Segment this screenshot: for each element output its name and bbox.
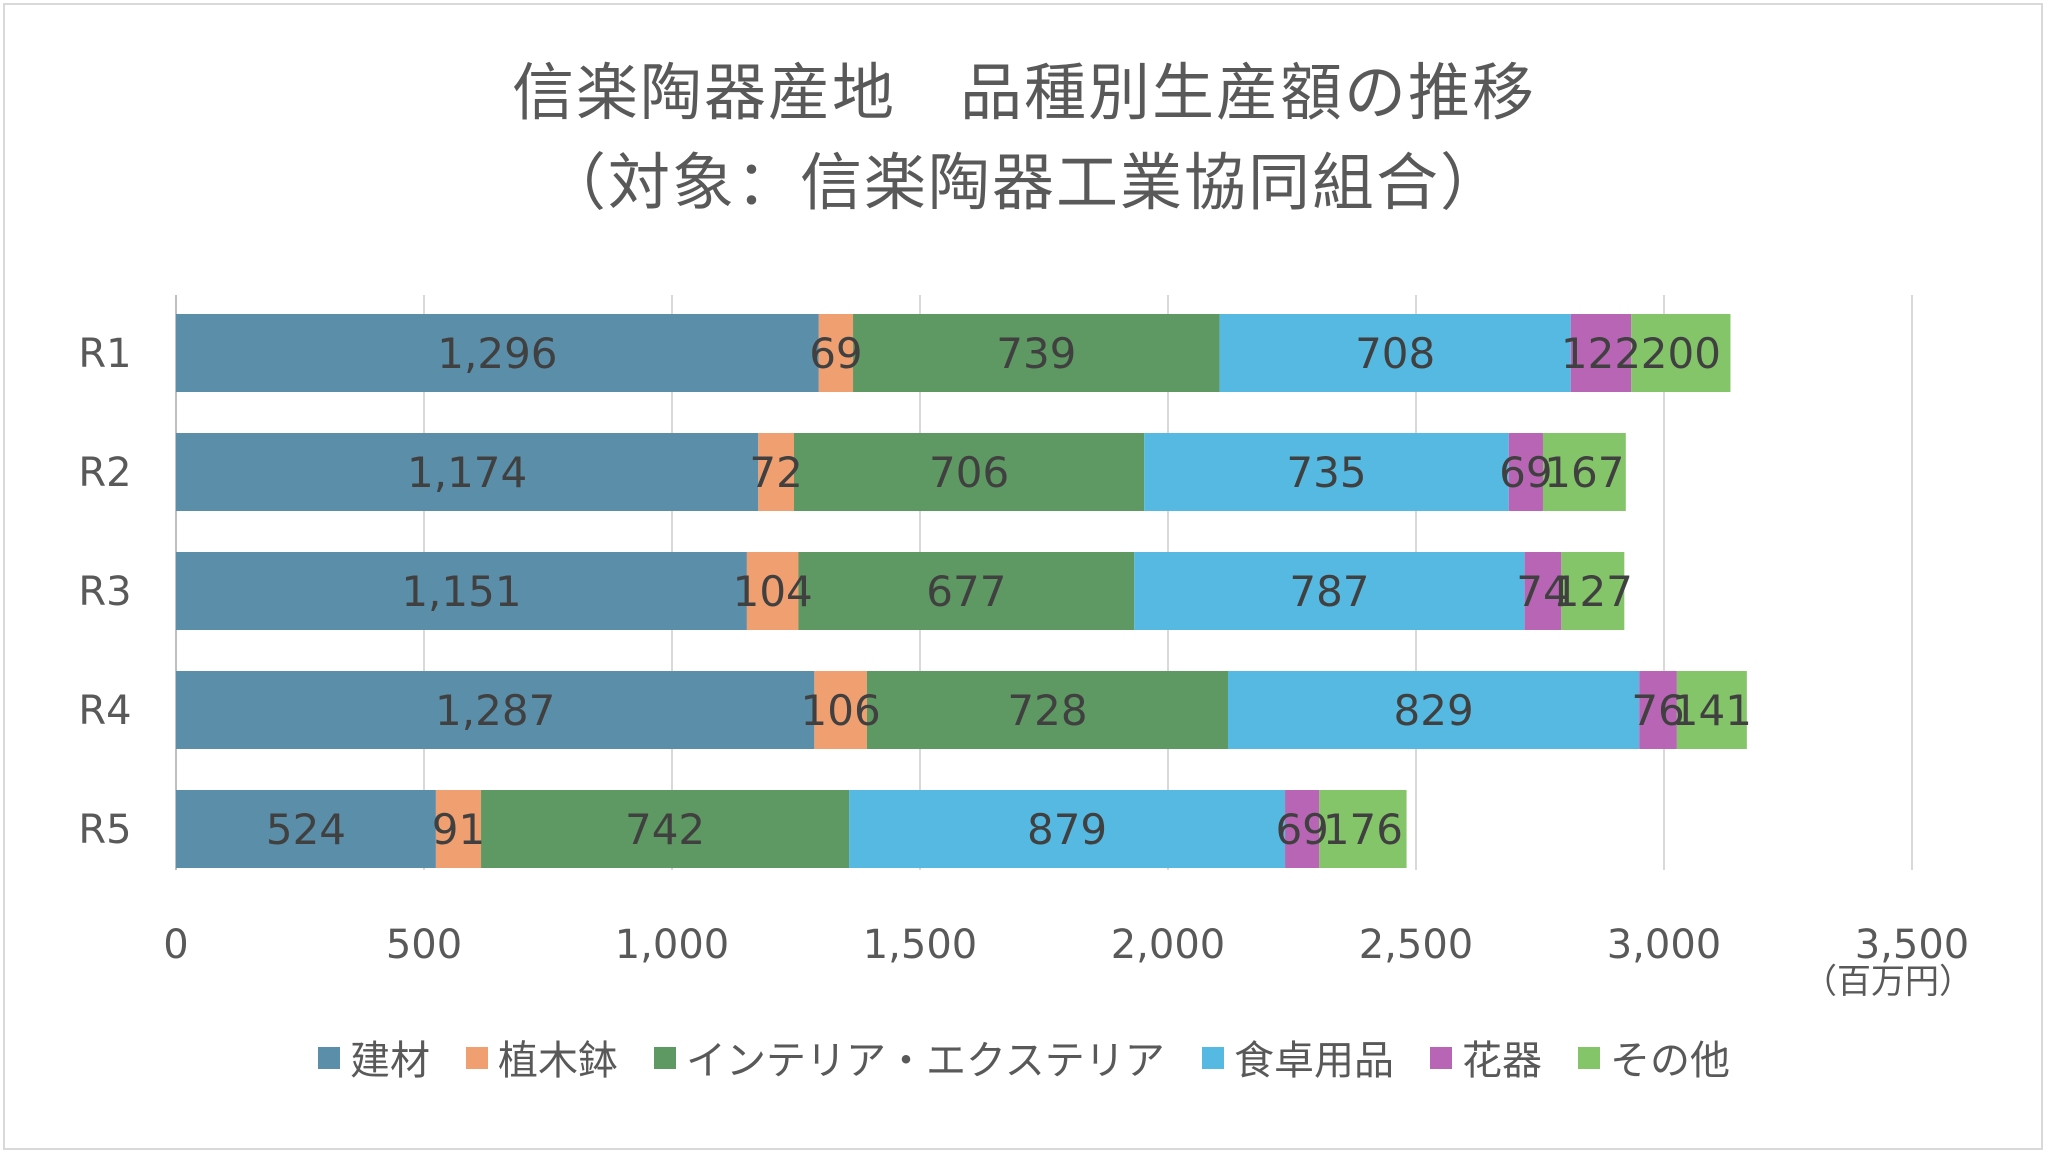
bar-segment	[818, 314, 854, 392]
data-label: 1,174	[407, 448, 527, 497]
data-label: 879	[1027, 805, 1107, 854]
data-label: 127	[1553, 567, 1633, 616]
x-tick-label: 3,500	[1855, 922, 1970, 968]
bar-segment	[1508, 433, 1543, 511]
data-label: 72	[749, 448, 802, 497]
data-label: 677	[926, 567, 1006, 616]
data-label: 74	[1516, 567, 1569, 616]
legend-swatch	[1202, 1047, 1224, 1069]
y-category-label: R1	[78, 331, 131, 377]
bar-segment	[1524, 552, 1562, 630]
data-label: 176	[1323, 805, 1403, 854]
data-label: 787	[1289, 567, 1369, 616]
bar-segment	[798, 552, 1135, 630]
x-tick-label: 2,500	[1359, 922, 1474, 968]
legend-label: インテリア・エクステリア	[686, 1038, 1165, 1084]
data-label: 91	[432, 805, 485, 854]
bar-segment	[1570, 314, 1632, 392]
chart-title: 信楽陶器産地 品種別生産額の推移	[511, 56, 1536, 129]
data-label: 728	[1007, 686, 1087, 735]
chart-subtitle: （対象：信楽陶器工業協同組合）	[543, 146, 1504, 219]
bar-segment	[1639, 671, 1677, 749]
legend-swatch	[466, 1047, 488, 1069]
data-label: 524	[266, 805, 346, 854]
data-label: 69	[1275, 805, 1328, 854]
bar-segment	[746, 552, 799, 630]
legend-swatch	[654, 1047, 676, 1069]
bar-segment	[176, 433, 759, 511]
bar-segment	[1228, 671, 1640, 749]
x-tick-label: 0	[163, 922, 188, 968]
legend-label: その他	[1610, 1038, 1730, 1084]
bar-segment	[814, 671, 867, 749]
legend: 建材 植木鉢 インテリア・エクステリア 食卓用品 花器 その他	[318, 1038, 1730, 1084]
data-label: 200	[1641, 329, 1721, 378]
x-tick-label: 1,500	[863, 922, 978, 968]
bar-segment	[794, 433, 1145, 511]
bar-segment	[435, 790, 482, 868]
bar-segment	[481, 790, 850, 868]
bar-segment	[176, 552, 747, 630]
bar-segment	[176, 790, 436, 868]
y-category-label: R5	[78, 807, 131, 853]
bar-segment	[1631, 314, 1731, 392]
bar-segment	[1561, 552, 1625, 630]
unit-label: （百万円）	[1803, 962, 1973, 1002]
data-label: 104	[733, 567, 813, 616]
bar-segment	[1144, 433, 1509, 511]
data-label: 122	[1561, 329, 1641, 378]
data-label: 742	[625, 805, 705, 854]
legend-label: 建材	[350, 1038, 430, 1084]
y-category-label: R2	[78, 450, 131, 496]
data-label: 76	[1631, 686, 1684, 735]
x-tick-label: 2,000	[1111, 922, 1226, 968]
data-label: 739	[996, 329, 1076, 378]
x-axis-labels: 0 500 1,000 1,500 2,000 2,500 3,000 3,500	[163, 922, 1969, 968]
bar-segment	[1134, 552, 1525, 630]
bar-segment	[758, 433, 795, 511]
legend-label: 植木鉢	[498, 1038, 618, 1084]
data-label: 829	[1394, 686, 1474, 735]
legend-swatch	[1430, 1047, 1452, 1069]
legend-swatch	[318, 1047, 340, 1069]
legend-swatch	[1578, 1047, 1600, 1069]
data-label: 735	[1286, 448, 1366, 497]
data-label: 1,296	[437, 329, 557, 378]
data-label: 1,151	[401, 567, 521, 616]
legend-label: 食卓用品	[1234, 1038, 1394, 1084]
data-label: 167	[1544, 448, 1624, 497]
bar-segment	[1319, 790, 1407, 868]
bars	[176, 314, 1747, 868]
x-tick-label: 3,000	[1607, 922, 1722, 968]
x-tick-label: 1,000	[615, 922, 730, 968]
y-category-label: R4	[78, 688, 131, 734]
data-label: 69	[809, 329, 862, 378]
legend-label: 花器	[1462, 1038, 1542, 1084]
bar-segment	[866, 671, 1229, 749]
bar-segment	[1676, 671, 1747, 749]
data-label: 708	[1355, 329, 1435, 378]
bar-segment	[1285, 790, 1320, 868]
bar-segment	[176, 671, 815, 749]
bar-segment	[176, 314, 819, 392]
bar-segment	[853, 314, 1220, 392]
data-label: 106	[801, 686, 881, 735]
data-label: 706	[929, 448, 1009, 497]
x-tick-label: 500	[386, 922, 462, 968]
y-axis-labels: R1 R2 R3 R4 R5	[78, 331, 131, 853]
bar-segment	[1219, 314, 1571, 392]
data-label: 141	[1672, 686, 1752, 735]
bar-segment	[1542, 433, 1626, 511]
bar-segment	[849, 790, 1286, 868]
data-label: 69	[1499, 448, 1552, 497]
y-category-label: R3	[78, 569, 131, 615]
data-label: 1,287	[435, 686, 555, 735]
